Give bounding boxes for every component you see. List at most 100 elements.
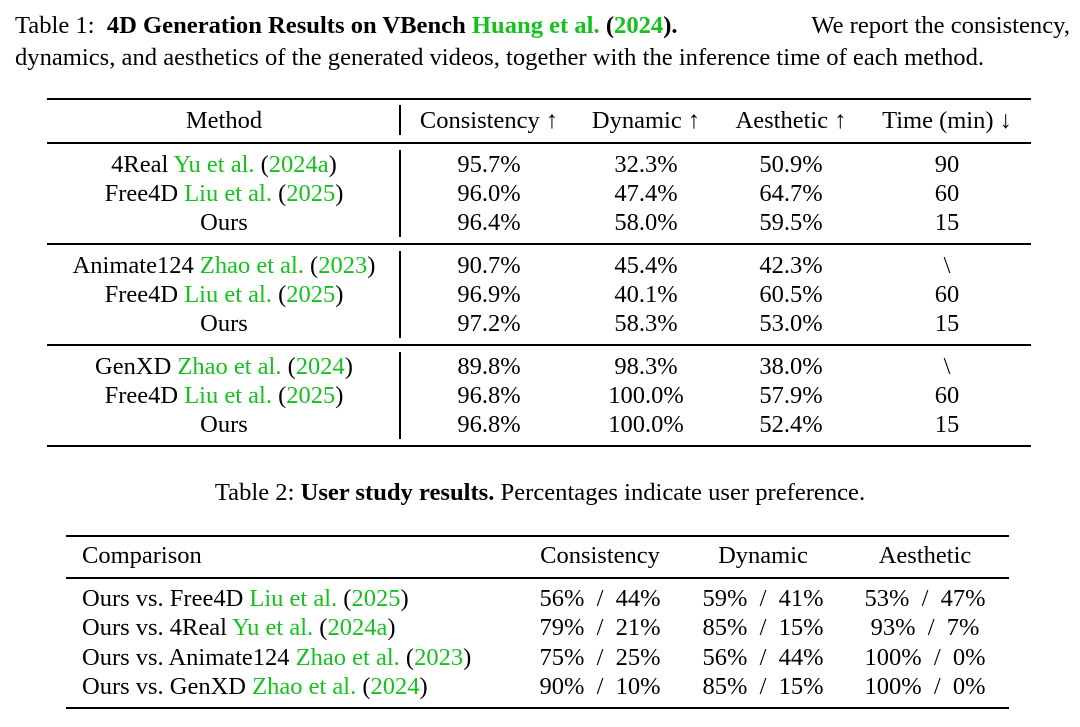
citation-author-link[interactable]: Liu et al. xyxy=(249,585,338,612)
table1-value-cell: 96.9% xyxy=(457,281,521,309)
table1-header-1: Consistency ↑ xyxy=(419,107,559,134)
table2-header-rule xyxy=(66,577,1009,579)
table1-value-cell: 58.0% xyxy=(614,209,678,237)
table2-value-cell: 90% / 10% xyxy=(539,672,661,700)
table2-value-cell: 93% / 7% xyxy=(870,614,980,642)
table1-value-cell: 60 xyxy=(934,382,960,410)
table2-value-cell: 56% / 44% xyxy=(539,585,661,612)
citation-year-link[interactable]: 2024 xyxy=(370,672,420,700)
table2-comparison-cell: Ours vs. 4Real Yu et al. (2024a) xyxy=(82,614,396,642)
table2-value-cell: 100% / 0% xyxy=(864,643,986,671)
table1-value-cell: 53.0% xyxy=(759,310,823,338)
table1-method-cell: Free4D Liu et al. (2025) xyxy=(104,281,344,309)
table2-comparison-cell: Ours vs. Animate124 Zhao et al. (2023) xyxy=(82,643,472,671)
table1-bottom-rule xyxy=(47,445,1031,447)
table2-comparison-cell: Ours vs. GenXD Zhao et al. (2024) xyxy=(82,672,428,700)
table1-caption: Table 1: 4D Generation Results on VBench… xyxy=(15,10,1070,74)
table1-value-cell: 52.4% xyxy=(759,411,823,439)
citation-year-link[interactable]: 2024 xyxy=(295,353,345,380)
table2-top-rule xyxy=(66,535,1009,537)
table2-bottom-rule xyxy=(66,707,1009,709)
citation-year-link[interactable]: 2024a xyxy=(327,614,388,642)
table1-value-cell: 90 xyxy=(934,151,960,178)
table1-caption-lead: Table 1: 4D Generation Results on VBench… xyxy=(15,12,678,39)
citation-year-link[interactable]: 2025 xyxy=(286,180,336,208)
table2-value-cell: 53% / 47% xyxy=(864,585,986,612)
table1-value-cell: \ xyxy=(943,252,951,279)
table1-value-cell: \ xyxy=(943,353,951,380)
table1-header-3: Aesthetic ↑ xyxy=(735,107,847,134)
citation-author-link[interactable]: Liu et al. xyxy=(184,180,272,208)
table2-value-cell: 56% / 44% xyxy=(702,643,824,671)
table1-value-cell: 45.4% xyxy=(614,252,678,279)
table2-header-0: Comparison xyxy=(82,542,202,569)
table2-comparison-cell: Ours vs. Free4D Liu et al. (2025) xyxy=(82,585,409,612)
table1-group-rule xyxy=(47,243,1031,245)
table1-value-cell: 15 xyxy=(934,209,960,237)
table1-value-cell: 15 xyxy=(934,411,960,439)
table1-caption-line2: dynamics, and aesthetics of the generate… xyxy=(15,44,985,71)
table1-group-rule xyxy=(47,344,1031,346)
table1-caption-prefix: Table 1: xyxy=(15,12,95,39)
table1-value-cell: 47.4% xyxy=(614,180,678,208)
citation-year-link[interactable]: 2025 xyxy=(286,382,336,410)
citation-year-link[interactable]: 2023 xyxy=(318,252,368,279)
table1-value-cell: 98.3% xyxy=(614,353,678,380)
table1-value-cell: 96.8% xyxy=(457,382,521,410)
table1-caption-rest: We report the consistency, xyxy=(811,12,1070,39)
table1-caption-cite-year[interactable]: 2024 xyxy=(614,12,664,39)
table1-value-cell: 97.2% xyxy=(457,310,521,338)
table2-value-cell: 75% / 25% xyxy=(539,643,661,671)
table2-header-1: Consistency xyxy=(540,542,660,569)
citation-author-link[interactable]: Zhao et al. xyxy=(252,672,357,700)
comparison-label: Ours vs. Free4D xyxy=(82,585,244,612)
table1-value-cell: 32.3% xyxy=(614,151,678,178)
citation-year-link[interactable]: 2023 xyxy=(414,643,464,671)
table1-value-cell: 50.9% xyxy=(759,151,823,178)
table1-value-cell: 96.8% xyxy=(457,411,521,439)
citation-year-link[interactable]: 2025 xyxy=(351,585,401,612)
citation-year-link[interactable]: 2024a xyxy=(268,151,329,178)
table1-caption-cite-author[interactable]: Huang et al. xyxy=(471,12,600,39)
table2-header-2: Dynamic xyxy=(718,542,808,569)
table1-value-cell: 96.4% xyxy=(457,209,521,237)
table1-value-cell: 89.8% xyxy=(457,353,521,380)
method-name: Free4D xyxy=(104,382,179,410)
citation-author-link[interactable]: Yu et al. xyxy=(232,614,314,642)
table2-value-cell: 79% / 21% xyxy=(539,614,661,642)
table1-value-cell: 59.5% xyxy=(759,209,823,237)
citation-author-link[interactable]: Yu et al. xyxy=(173,151,255,178)
comparison-label: Ours vs. GenXD xyxy=(82,672,246,700)
table2-header-3: Aesthetic xyxy=(878,542,972,569)
table1-method-cell: Free4D Liu et al. (2025) xyxy=(104,382,344,410)
citation-year-link[interactable]: 2025 xyxy=(286,281,336,309)
citation-author-link[interactable]: Liu et al. xyxy=(184,281,272,309)
table1-caption-line1: Table 1: 4D Generation Results on VBench… xyxy=(15,10,1070,42)
table2-value-cell: 59% / 41% xyxy=(702,585,824,612)
table1-value-cell: 57.9% xyxy=(759,382,823,410)
comparison-label: Ours vs. Animate124 xyxy=(82,643,290,671)
method-name: 4Real xyxy=(111,151,169,178)
citation-author-link[interactable]: Zhao et al. xyxy=(199,252,304,279)
table1-top-rule xyxy=(47,98,1031,100)
table2-value-cell: 85% / 15% xyxy=(702,672,824,700)
citation-author-link[interactable]: Zhao et al. xyxy=(295,643,400,671)
table1-value-cell: 90.7% xyxy=(457,252,521,279)
table1-method-cell: Animate124 Zhao et al. (2023) xyxy=(72,252,376,279)
table1-method-cell: GenXD Zhao et al. (2024) xyxy=(95,353,353,380)
citation-author-link[interactable]: Liu et al. xyxy=(184,382,272,410)
table1-value-cell: 38.0% xyxy=(759,353,823,380)
table1-value-cell: 40.1% xyxy=(614,281,678,309)
method-name: Ours xyxy=(200,209,248,237)
table1-header-4: Time (min) ↓ xyxy=(882,107,1012,134)
table1-value-cell: 60.5% xyxy=(759,281,823,309)
table2-caption-title: User study results. xyxy=(300,479,495,506)
table1-method-cell: Free4D Liu et al. (2025) xyxy=(104,180,344,208)
table1-method-cell: 4Real Yu et al. (2024a) xyxy=(111,151,337,178)
citation-author-link[interactable]: Zhao et al. xyxy=(177,353,282,380)
table1-value-cell: 60 xyxy=(934,180,960,208)
method-name: Ours xyxy=(200,411,248,439)
table1-header-2: Dynamic ↑ xyxy=(591,107,701,134)
table1-method-cell: Ours xyxy=(200,410,248,440)
table1-caption-title: 4D Generation Results on VBench xyxy=(106,12,466,39)
